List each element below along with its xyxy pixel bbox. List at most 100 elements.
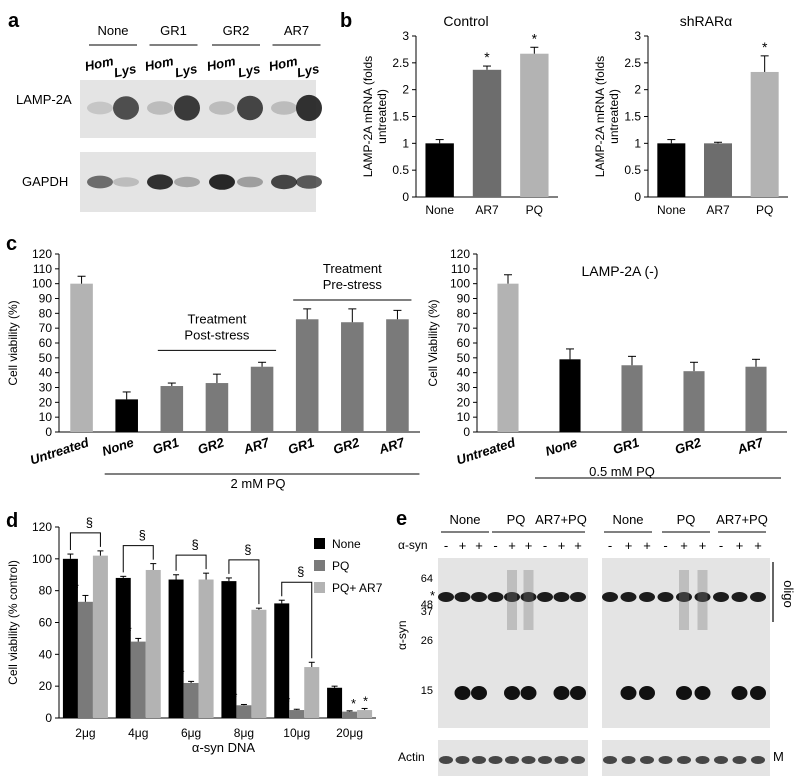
mw-marker: 64 bbox=[421, 573, 433, 585]
y-tick-label: 80 bbox=[39, 306, 53, 320]
actin-band bbox=[714, 756, 728, 764]
section-mark: § bbox=[244, 542, 251, 557]
asyn-sign: - bbox=[663, 538, 667, 553]
y-tick-label: 3 bbox=[402, 29, 409, 43]
significance-star: * bbox=[232, 689, 237, 704]
blot-band bbox=[113, 96, 139, 120]
y-axis-label: LAMP-2A mRNA (folds bbox=[361, 56, 375, 177]
blot-band bbox=[237, 176, 263, 188]
blot-group-label: AR7+PQ bbox=[716, 512, 768, 527]
significance-star: * bbox=[484, 49, 490, 65]
bracket-label: Pre-stress bbox=[323, 277, 383, 292]
bracket-label: Treatment bbox=[323, 261, 382, 276]
x-tick-label: AR7 bbox=[475, 203, 499, 217]
bar bbox=[657, 143, 686, 197]
significance-star: * bbox=[180, 666, 185, 681]
y-tick-label: 70 bbox=[39, 321, 53, 335]
y-tick-label: 0.5 bbox=[624, 163, 641, 177]
oligomer-smear bbox=[697, 570, 708, 630]
y-axis-label: Cell Viability (%) bbox=[426, 299, 440, 386]
lane-label: Hom bbox=[143, 53, 175, 74]
legend-swatch bbox=[314, 582, 325, 593]
significance-star: * bbox=[762, 39, 768, 55]
lane-label: Lys bbox=[296, 61, 321, 80]
actin-band bbox=[521, 756, 536, 764]
bar bbox=[472, 69, 502, 197]
asyn-sign: + bbox=[754, 538, 762, 553]
bar bbox=[115, 577, 131, 718]
blot-group-label: AR7+PQ bbox=[535, 512, 587, 527]
lane-label: Hom bbox=[205, 53, 237, 74]
panel-label-e: e bbox=[396, 508, 407, 530]
blot-group-label: AR7 bbox=[284, 23, 309, 38]
bar bbox=[295, 319, 319, 432]
bar bbox=[77, 601, 93, 718]
monomer-band bbox=[750, 686, 766, 700]
y-tick-label: 100 bbox=[32, 277, 52, 291]
oligomer-smear bbox=[679, 570, 689, 630]
bar bbox=[621, 365, 643, 432]
legend-label: PQ+ AR7 bbox=[332, 581, 383, 595]
blot-band bbox=[174, 95, 200, 121]
asyn-sign: + bbox=[574, 538, 582, 553]
bar bbox=[251, 609, 267, 718]
blot-band bbox=[520, 592, 537, 602]
actin-label: Actin bbox=[398, 750, 425, 764]
bar bbox=[274, 603, 290, 718]
monomer-band bbox=[570, 686, 586, 700]
panel-label-a: a bbox=[8, 10, 20, 32]
bar bbox=[683, 371, 705, 432]
monomer-band bbox=[676, 686, 692, 700]
bar bbox=[745, 366, 767, 432]
y-tick-label: 120 bbox=[32, 247, 52, 261]
blot-band bbox=[553, 592, 570, 602]
section-mark: § bbox=[86, 515, 93, 530]
bar bbox=[130, 641, 146, 718]
x-tick-label: AR7 bbox=[706, 203, 730, 217]
y-tick-label: 100 bbox=[32, 552, 52, 566]
bar bbox=[559, 359, 581, 432]
blot-band bbox=[147, 174, 173, 190]
blot-band bbox=[537, 592, 553, 602]
bar bbox=[386, 319, 409, 432]
blot-band bbox=[147, 101, 173, 115]
y-tick-label: 120 bbox=[450, 247, 470, 261]
blot-label-lamp2a: LAMP-2A bbox=[16, 92, 72, 107]
blot-band bbox=[487, 592, 504, 602]
bar bbox=[62, 558, 78, 718]
asyn-sign: + bbox=[508, 538, 516, 553]
actin-band bbox=[538, 756, 552, 764]
bar bbox=[327, 687, 343, 718]
lane-label: Hom bbox=[83, 53, 115, 74]
x-tick-label: 20μg bbox=[336, 726, 363, 740]
y-tick-label: 40 bbox=[39, 647, 53, 661]
bar bbox=[145, 569, 161, 718]
x-axis-label: 2 mM PQ bbox=[231, 476, 286, 491]
y-tick-label: 2.5 bbox=[624, 56, 641, 70]
y-tick-label: 2.5 bbox=[392, 56, 409, 70]
x-axis-label: 0.5 mM PQ bbox=[589, 464, 655, 479]
lane-label: Lys bbox=[174, 61, 199, 80]
y-axis-label: Cell viability (% control) bbox=[6, 560, 20, 685]
asyn-sign: - bbox=[608, 538, 612, 553]
oligo-label: oligo bbox=[781, 580, 796, 607]
bar bbox=[357, 710, 373, 718]
y-tick-label: 120 bbox=[32, 520, 52, 534]
x-tick-label: Untreated bbox=[455, 434, 518, 467]
asyn-sign: - bbox=[493, 538, 497, 553]
chart-b-shrar: 0 0.5 1 1.5 2 2.5 3 None AR7 * PQ LAMP-2A mRNA (fol… bbox=[593, 13, 788, 217]
oligomer-smear bbox=[523, 570, 534, 630]
monomer-band bbox=[520, 686, 537, 700]
actin-band bbox=[621, 756, 636, 764]
y-tick-label: 0 bbox=[45, 425, 52, 439]
monomer-band bbox=[504, 686, 520, 700]
actin-band bbox=[571, 756, 585, 764]
actin-band bbox=[658, 756, 673, 764]
blot-band bbox=[296, 175, 322, 189]
y-tick-label: 40 bbox=[39, 366, 53, 380]
x-tick-label: AR7 bbox=[376, 434, 407, 457]
asyn-sign: - bbox=[543, 538, 547, 553]
oligomer-smear bbox=[507, 570, 517, 630]
blot-band bbox=[602, 592, 618, 602]
